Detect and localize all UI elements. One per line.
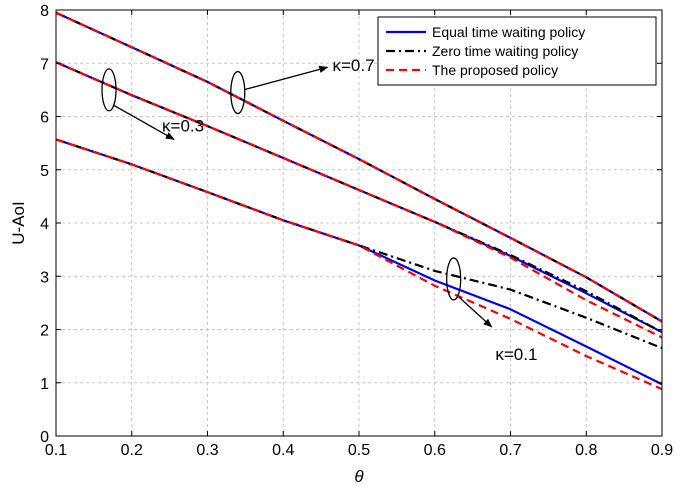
y-tick-label: 4 — [40, 216, 49, 233]
annotation-label: κ=0.3 — [162, 116, 204, 135]
y-tick-label: 2 — [40, 323, 49, 340]
x-tick-label: 0.9 — [651, 442, 673, 459]
series-line-group0-policy2 — [55, 11, 663, 323]
grid-lines — [56, 10, 662, 436]
x-tick-label: 0.5 — [348, 442, 370, 459]
y-tick-label: 1 — [40, 376, 49, 393]
legend: Equal time waiting policy Zero time waiti… — [377, 16, 657, 86]
series-line-group2-policy1 — [55, 138, 663, 350]
x-tick-label: 0.1 — [45, 442, 67, 459]
legend-entry-label: The proposed policy — [432, 62, 558, 78]
annotations-layer: κ=0.7 κ=0.3 κ=0.1 — [101, 56, 537, 364]
annotation-label: κ=0.7 — [332, 56, 374, 75]
annotation-ellipse — [101, 68, 117, 112]
y-tick-label: 3 — [40, 269, 49, 286]
series-line-group1-policy2 — [55, 61, 663, 339]
annotation-ellipse — [230, 70, 246, 115]
annotation-label: κ=0.1 — [495, 345, 537, 364]
y-tick-label: 6 — [40, 110, 49, 127]
series-line-group2-policy2 — [55, 138, 663, 391]
annotation-ellipse — [446, 257, 462, 301]
y-tick-label: 0 — [40, 429, 49, 446]
legend-entry-label: Equal time waiting policy — [432, 24, 585, 40]
y-tick-label: 7 — [40, 56, 49, 73]
annotation-arrow — [458, 296, 493, 328]
x-tick-label: 0.8 — [575, 442, 597, 459]
y-tick-label: 5 — [40, 163, 49, 180]
x-axis-label: θ — [354, 467, 364, 486]
y-axis-label: U-AoI — [9, 201, 28, 244]
x-tick-label: 0.6 — [424, 442, 446, 459]
annotation-arrow — [244, 65, 329, 91]
axis-ticks: 0.1 0.2 0.3 0.4 0.5 0.6 0.7 0.8 0.9 0 1 2 3 4 5 6 7 8 — [40, 3, 673, 459]
series-layer — [55, 11, 663, 391]
x-tick-label: 0.2 — [121, 442, 143, 459]
legend-entry-label: Zero time waiting policy — [432, 43, 578, 59]
x-tick-label: 0.3 — [196, 442, 218, 459]
x-tick-label: 0.4 — [272, 442, 294, 459]
x-tick-label: 0.7 — [499, 442, 521, 459]
annotation-arrow — [112, 104, 175, 140]
y-tick-label: 8 — [40, 3, 49, 20]
